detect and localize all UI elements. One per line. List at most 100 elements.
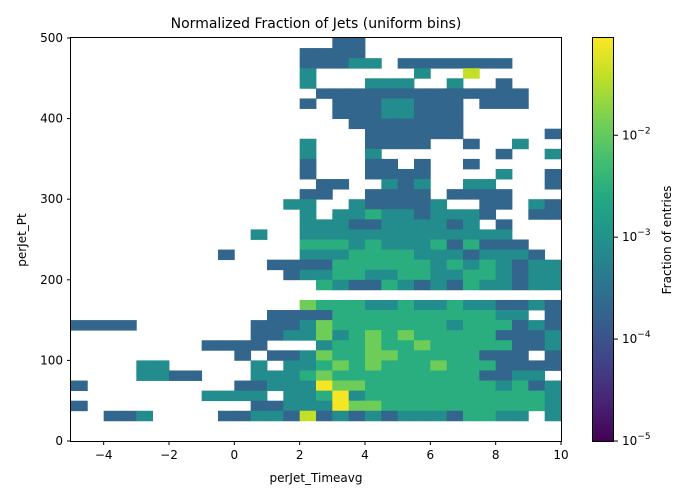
y-axis-label: perJet_Pt [15,213,29,267]
heatmap-cell [397,269,415,281]
heatmap-cell [201,340,219,351]
heatmap-cell [544,320,562,331]
heatmap-cell [414,410,431,422]
heatmap-cell [381,108,399,119]
heatmap-cell [512,249,529,261]
heatmap-cell [544,310,562,321]
heatmap-cell [152,370,170,381]
heatmap-cell [479,189,497,200]
heatmap-cell [544,259,562,271]
heatmap-cell [463,138,480,150]
heatmap-cell [348,299,366,311]
heatmap-cell [479,239,497,250]
heatmap-cell [544,128,562,140]
heatmap-cell [528,390,546,402]
heatmap-cell [365,168,382,180]
heatmap-cell [414,249,431,261]
y-tick-label: 0 [55,434,63,448]
heatmap-cell [463,310,480,321]
heatmap-cell [169,370,186,381]
heatmap-cell [495,350,513,361]
heatmap-cell [414,299,431,311]
heatmap-cell [479,410,497,422]
y-tick-label: 400 [40,112,63,126]
heatmap-cell [332,330,350,341]
heatmap-cell [397,128,415,140]
heatmap-cell [397,199,415,210]
heatmap-cell [348,279,366,291]
heatmap-cell [446,259,464,271]
heatmap-cell [299,158,317,170]
heatmap-cell [446,269,464,281]
heatmap-cell [381,410,399,422]
heatmap-cell [397,360,415,371]
heatmap-cell [348,350,366,361]
heatmap-cell [136,360,154,371]
heatmap-cell [528,400,546,412]
heatmap-cell [316,320,333,331]
heatmap-cell [348,340,366,351]
heatmap-cell [512,400,529,412]
heatmap-cell [218,249,235,261]
heatmap-cell [414,340,431,351]
heatmap-cell [332,249,350,261]
x-tick-label: −2 [160,448,178,462]
heatmap-cell [299,199,317,210]
heatmap-cell [348,320,366,331]
heatmap-cell [381,138,399,150]
heatmap-cell [430,390,448,402]
heatmap-cell [299,138,317,150]
heatmap-cell [381,78,399,89]
heatmap-cell [348,400,366,412]
heatmap-cell [495,189,513,200]
heatmap-cell [414,219,431,230]
heatmap-cell [332,310,350,321]
heatmap-cell [381,179,399,190]
heatmap-cell [446,128,464,140]
heatmap-cell [332,360,350,371]
heatmap-cell [397,58,415,69]
heatmap-cell [414,68,431,79]
heatmap-cell [250,320,268,331]
heatmap-cell [381,249,399,261]
heatmap-cell [528,360,546,371]
heatmap-cell [299,400,317,412]
heatmap-cell [365,219,382,230]
heatmap-cell [446,108,464,119]
heatmap-cell [495,320,513,331]
heatmap-cell [316,310,333,321]
heatmap-cell [528,209,546,220]
heatmap-cell [463,58,480,69]
heatmap-cell [267,310,284,321]
heatmap-cell [495,340,513,351]
heatmap-cell [463,209,480,220]
heatmap-cell [479,340,497,351]
colorbar-tick-label: 10−2 [622,126,651,142]
heatmap-cell [463,249,480,261]
heatmap-cell [414,380,431,392]
heatmap-cell [381,209,399,220]
heatmap-cell [348,259,366,271]
heatmap-cell [528,299,546,311]
x-tick-label: 8 [492,448,500,462]
heatmap-cell [414,390,431,402]
heatmap-cell [250,370,268,381]
heatmap-cell [381,118,399,130]
heatmap-cell [446,58,464,69]
heatmap-cell [479,279,497,291]
heatmap-cell [446,239,464,250]
heatmap-cell [528,269,546,281]
heatmap-cell [299,68,317,79]
heatmap-cell [348,118,366,130]
heatmap-cell [365,330,382,341]
heatmap-cell [446,340,464,351]
heatmap-cell [71,380,88,392]
heatmap-cell [463,380,480,392]
heatmap-cell [234,390,252,402]
heatmap-cell [512,239,529,250]
heatmap-cell [348,370,366,381]
x-tick-label: 10 [553,448,568,462]
heatmap-cell [430,340,448,351]
heatmap-cell [414,58,431,69]
heatmap-cell [381,219,399,230]
